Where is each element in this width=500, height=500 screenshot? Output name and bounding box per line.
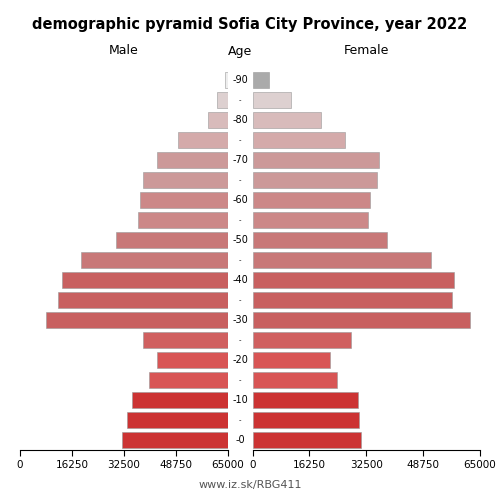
Text: -: - — [239, 417, 241, 423]
Text: -: - — [239, 257, 241, 263]
Text: -: - — [239, 337, 241, 343]
Text: -: - — [239, 177, 241, 183]
Bar — [62, 272, 228, 288]
Bar — [252, 332, 350, 348]
Text: -: - — [239, 97, 241, 103]
Bar — [132, 392, 228, 408]
Bar — [252, 432, 361, 448]
Bar — [252, 132, 345, 148]
Bar — [252, 392, 358, 408]
Text: -20: -20 — [232, 355, 248, 365]
Bar — [252, 272, 454, 288]
Bar — [138, 212, 228, 228]
Bar — [252, 212, 368, 228]
Text: Age: Age — [228, 44, 252, 58]
Bar — [252, 92, 291, 108]
Bar — [252, 232, 387, 248]
Bar — [252, 292, 452, 308]
Bar — [158, 352, 228, 368]
Bar — [127, 412, 228, 428]
Bar — [150, 372, 228, 388]
Text: -: - — [239, 377, 241, 383]
Text: www.iz.sk/RBG411: www.iz.sk/RBG411 — [198, 480, 302, 490]
Bar — [80, 252, 228, 268]
Text: Male: Male — [109, 44, 138, 58]
Bar — [252, 192, 370, 208]
Bar — [178, 132, 228, 148]
Bar — [252, 312, 470, 328]
Bar — [46, 312, 228, 328]
Bar — [252, 372, 336, 388]
Text: demographic pyramid Sofia City Province, year 2022: demographic pyramid Sofia City Province,… — [32, 18, 468, 32]
Text: -30: -30 — [232, 315, 248, 325]
Text: -60: -60 — [232, 195, 248, 205]
Bar — [122, 432, 228, 448]
Text: -: - — [239, 137, 241, 143]
Bar — [208, 112, 228, 128]
Bar — [158, 152, 228, 168]
Text: -90: -90 — [232, 75, 248, 85]
Text: Female: Female — [344, 44, 389, 58]
Text: -10: -10 — [232, 395, 248, 405]
Bar — [58, 292, 228, 308]
Text: -50: -50 — [232, 235, 248, 245]
Bar — [140, 192, 228, 208]
Bar — [218, 92, 228, 108]
Bar — [252, 72, 270, 88]
Bar — [252, 172, 377, 188]
Bar — [252, 412, 359, 428]
Bar — [226, 72, 228, 88]
Bar — [252, 112, 321, 128]
Text: -70: -70 — [232, 155, 248, 165]
Bar — [116, 232, 228, 248]
Bar — [252, 252, 431, 268]
Bar — [252, 152, 378, 168]
Bar — [143, 172, 228, 188]
Text: -40: -40 — [232, 275, 248, 285]
Text: -0: -0 — [235, 435, 245, 445]
Text: -80: -80 — [232, 115, 248, 125]
Text: -: - — [239, 297, 241, 303]
Bar — [252, 352, 330, 368]
Text: -: - — [239, 217, 241, 223]
Bar — [143, 332, 228, 348]
